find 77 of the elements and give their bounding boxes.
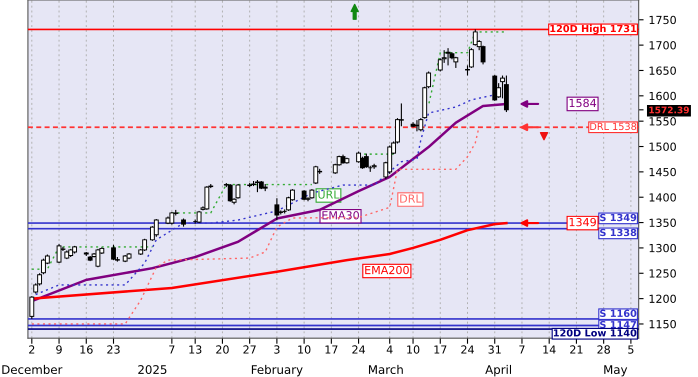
x-tick-label: 3	[274, 345, 280, 354]
x-tick-label: 4	[386, 345, 393, 354]
candlestick	[142, 238, 148, 252]
x2-tick-label: March	[368, 364, 403, 374]
candlestick	[274, 198, 280, 221]
x-tick-label: 10	[298, 345, 310, 354]
x-tick-label: 16	[80, 345, 93, 354]
y-tick-label: 1572.39	[649, 106, 689, 114]
y-tick-label: 1400	[650, 193, 676, 202]
candlestick	[364, 153, 369, 168]
x2-tick-label: April	[485, 364, 512, 376]
x-tick-label: 13	[189, 345, 202, 354]
y-tick-label: 1650	[650, 66, 676, 75]
x-tick-label: 9	[56, 345, 62, 354]
y-tick-label: 1150	[650, 320, 676, 328]
candlestick	[111, 244, 116, 261]
x-tick-label: 5	[628, 345, 634, 354]
candlestick	[236, 183, 240, 200]
x-tick-label: 2	[29, 345, 34, 354]
candlestick	[56, 243, 62, 264]
x-tick-label: 7	[519, 345, 525, 354]
x-tick-label: 24	[461, 345, 474, 354]
x-tick-label: 14	[543, 345, 556, 354]
y-tick-label: 1550	[650, 117, 676, 126]
candlestick	[262, 183, 268, 192]
candlestick	[313, 165, 318, 185]
candlestick	[453, 56, 458, 68]
candlestick	[196, 210, 202, 224]
x2-tick-label: December	[2, 364, 62, 374]
x-tick-label: 27	[243, 345, 256, 354]
x-tick-label: 24	[352, 345, 366, 354]
y-tick-label: 1700	[650, 41, 676, 50]
x-tick-label: 10	[407, 345, 420, 354]
x2-tick-label: February	[252, 364, 303, 376]
y-tick-label: 1300	[650, 244, 676, 252]
annotation: DRL	[400, 194, 422, 203]
ref-line-label: S 1160	[600, 310, 636, 318]
candlestick	[340, 154, 346, 164]
candlestick	[169, 211, 174, 226]
candlestick	[96, 248, 100, 268]
annotation: EMA30	[322, 211, 359, 220]
x-tick-label: 28	[597, 345, 610, 354]
y-tick-label: 1600	[650, 92, 676, 100]
x-tick-label: 17	[326, 345, 338, 354]
ref-line-label: S 1338	[600, 228, 636, 236]
candlestick	[302, 190, 307, 201]
x-tick-label: 21	[570, 345, 582, 354]
candlestick	[29, 296, 34, 320]
ref-line-label: 120D High 1731	[550, 24, 636, 34]
ref-line-label: S 1147	[600, 320, 636, 328]
candlestick	[228, 183, 233, 202]
line-series	[31, 126, 480, 325]
ref-line-label: DRL 1538	[590, 122, 636, 130]
candlestick	[255, 179, 260, 193]
y-tick-label: 1250	[650, 269, 676, 278]
x-tick-label: 17	[434, 345, 446, 354]
y-tick-label: 1350	[650, 218, 676, 227]
candlestick	[154, 218, 159, 238]
annotation: 1584	[570, 98, 596, 108]
x-tick-label: 31	[488, 345, 501, 354]
x-tick-label: 7	[169, 345, 174, 354]
annotation: URL	[318, 190, 340, 199]
annotation: EMA200	[365, 266, 409, 274]
y-tick-label: 1450	[650, 168, 676, 176]
candlestick	[446, 48, 450, 66]
x-tick-label: 23	[107, 345, 120, 354]
y-tick-label: 1200	[650, 294, 676, 303]
ref-line-label: S 1349	[600, 214, 636, 222]
y-tick-label: 1750	[650, 16, 676, 24]
y-tick-label: 1500	[650, 142, 676, 151]
x2-tick-label: May	[604, 365, 628, 376]
annotation: 1349	[570, 218, 596, 226]
x-tick-label: 20	[216, 345, 229, 354]
candlestick	[414, 120, 420, 132]
ref-line-label: 120D Low 1140	[554, 329, 636, 337]
candlestick	[204, 186, 210, 210]
x2-tick-label: 2025	[138, 365, 166, 374]
